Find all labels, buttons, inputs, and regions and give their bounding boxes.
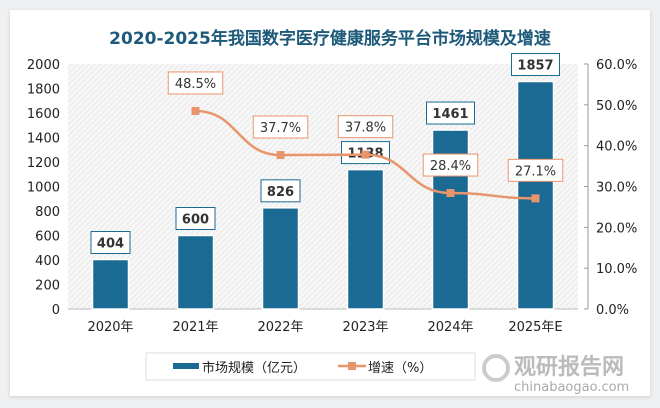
bar (176, 234, 215, 310)
x-tick-label: 2022年 (257, 320, 303, 335)
x-tick-label: 2024年 (427, 320, 473, 335)
x-tick-label: 2023年 (342, 320, 388, 335)
x-tick-label: 2020年 (87, 320, 133, 335)
watermark-logo-icon (482, 354, 510, 382)
right-y-tick-label: 60.0% (596, 58, 637, 73)
right-y-tick-label: 50.0% (596, 99, 637, 114)
left-y-tick-label: 1600 (27, 107, 60, 122)
growth-marker (361, 150, 370, 159)
left-y-tick-label: 800 (35, 205, 60, 220)
plot-area (68, 64, 578, 309)
growth-marker (446, 189, 455, 198)
left-y-tick-label: 0 (52, 303, 60, 318)
growth-label: 37.8% (345, 121, 386, 136)
bar-label: 1857 (517, 59, 553, 74)
bar (346, 168, 385, 310)
growth-label-box (167, 71, 224, 95)
bar-label-box (260, 179, 301, 203)
left-y-tick-label: 200 (35, 279, 60, 294)
legend-line-marker (348, 362, 356, 370)
legend-bar-swatch (173, 363, 199, 369)
growth-label: 37.7% (260, 121, 301, 136)
bar-label-box (90, 231, 131, 255)
bar-label-box (511, 53, 560, 77)
bar-label-box (175, 207, 216, 230)
growth-label-box (422, 153, 479, 177)
left-y-tick-label: 1400 (27, 132, 60, 147)
bar (261, 207, 300, 310)
left-y-tick-label: 1000 (27, 181, 60, 196)
left-y-tick-label: 400 (35, 254, 60, 269)
legend-line-label: 增速（%） (368, 361, 432, 376)
growth-label: 27.1% (515, 164, 556, 179)
left-y-tick-label: 1200 (27, 156, 60, 171)
bar-label: 404 (97, 237, 124, 252)
bar-label-box (426, 101, 475, 125)
bar-label: 600 (182, 213, 209, 228)
growth-label-box (507, 158, 564, 182)
left-y-tick-label: 2000 (27, 58, 60, 73)
bar-label: 826 (267, 185, 294, 200)
growth-label: 48.5% (175, 77, 216, 92)
legend (145, 352, 476, 381)
growth-marker (276, 151, 285, 160)
bar (91, 258, 130, 310)
right-y-tick-label: 40.0% (596, 140, 637, 155)
growth-label: 28.4% (430, 159, 471, 174)
left-y-tick-label: 1800 (27, 83, 60, 98)
bar-label: 1461 (432, 107, 468, 122)
chart-title: 2020-2025年我国数字医疗健康服务平台市场规模及增速 (109, 28, 551, 49)
legend-bar-label: 市场规模（亿元） (202, 360, 306, 376)
x-tick-label: 2025年E (508, 320, 562, 335)
right-y-tick-label: 10.0% (596, 262, 637, 277)
right-y-tick-label: 20.0% (596, 221, 637, 236)
growth-label-box (337, 115, 394, 139)
x-tick-label: 2021年 (172, 320, 218, 335)
watermark-url: chinabaogao.com (514, 380, 629, 395)
growth-label-box (252, 115, 309, 139)
right-y-tick-label: 30.0% (596, 181, 637, 196)
growth-marker (191, 106, 200, 115)
watermark-logo: 观研报告网 (514, 355, 624, 380)
right-y-tick-label: 0.0% (596, 303, 629, 318)
left-y-tick-label: 600 (35, 230, 60, 245)
growth-marker (531, 194, 540, 203)
